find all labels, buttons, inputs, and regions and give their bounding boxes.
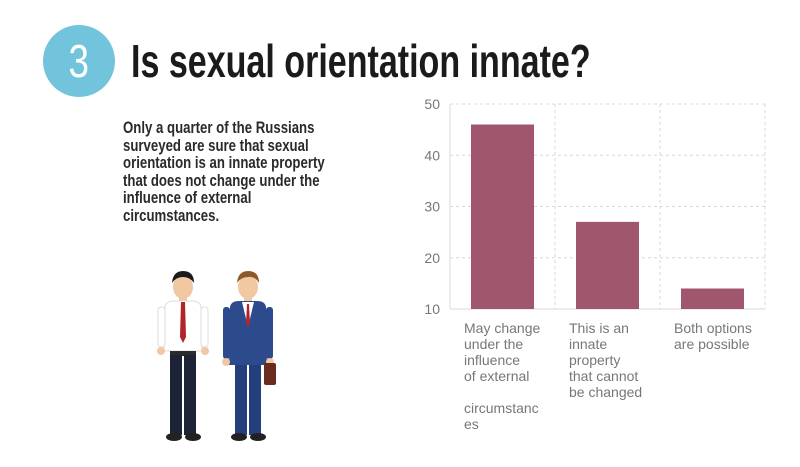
y-tick-label: 30 (424, 199, 440, 215)
x-category-label: This is an innate property that cannot b… (569, 320, 643, 400)
bar-2 (576, 221, 639, 309)
x-category-label: Both options are possible (674, 320, 752, 352)
bar-chart: 10 20 30 40 50 (424, 96, 766, 317)
y-tick-label: 10 (424, 301, 440, 317)
description-text: Only a quarter of the Russians surveyed … (123, 119, 325, 225)
step-number: 3 (68, 35, 90, 87)
man-white-shirt-figure (157, 271, 209, 441)
bar-1 (471, 124, 534, 309)
man-blue-suit-figure (222, 271, 276, 441)
y-tick-label: 20 (424, 250, 440, 266)
step-number-badge: 3 (43, 25, 115, 97)
page-title: Is sexual orientation innate? (131, 35, 591, 87)
y-tick-label: 50 (424, 96, 440, 112)
bar-3 (681, 288, 744, 309)
two-businessmen-illustration (157, 271, 276, 441)
y-tick-label: 40 (424, 147, 440, 163)
x-category-label: May change under the influence of extern… (464, 320, 541, 432)
